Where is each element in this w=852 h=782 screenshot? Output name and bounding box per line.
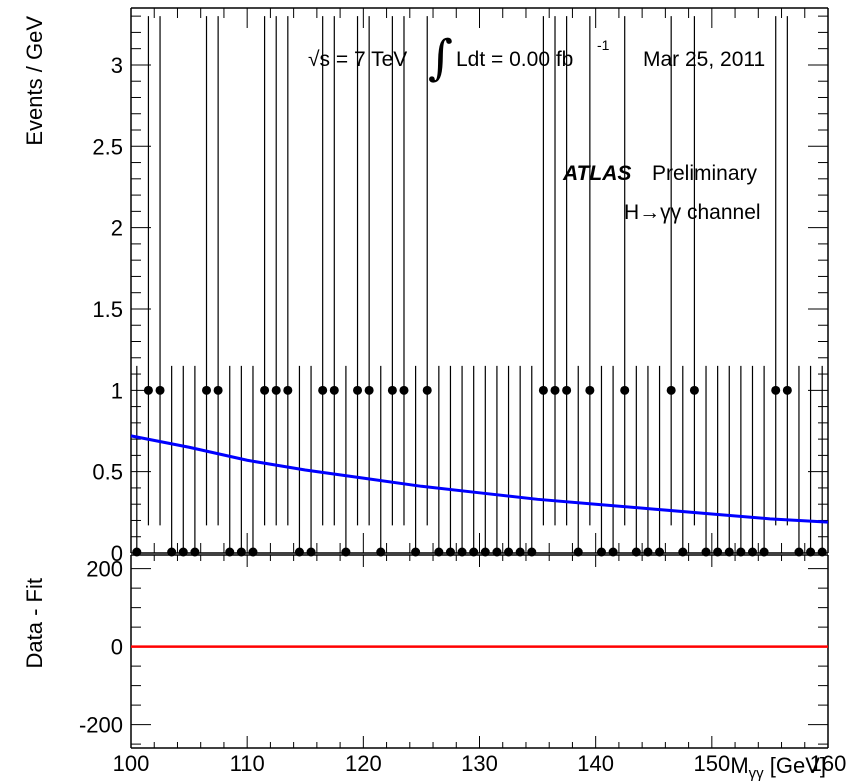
preliminary-label: Preliminary (652, 162, 758, 185)
main-y-tick-label: 0 (111, 541, 123, 566)
residual-y-axis-title: Data - Fit (22, 578, 47, 668)
main-y-tick-label: 1 (111, 378, 123, 403)
main-y-axis-title: Events / GeV (22, 16, 47, 146)
luminosity-exponent: -1 (597, 37, 610, 53)
residual-y-tick-label: 200 (86, 557, 123, 582)
data-point (353, 385, 363, 395)
x-tick-label: 100 (113, 751, 150, 776)
atlas-label: ATLAS (562, 162, 631, 185)
data-point (666, 385, 676, 395)
x-axis-title: Mγγ [GeV] (730, 753, 826, 782)
energy-label: √s = 7 TeV (308, 48, 407, 71)
data-point (562, 385, 572, 395)
data-point (585, 385, 595, 395)
data-point (143, 385, 153, 395)
main-y-tick-label: 3 (111, 53, 123, 78)
residual-x-ticks: 100 110 120 130 140 150 160 (113, 555, 847, 776)
data-point (782, 385, 792, 395)
x-tick-label: 140 (577, 751, 614, 776)
data-point (364, 385, 374, 395)
main-y-tick-label: 2 (111, 216, 123, 241)
x-axis-title-main: M (730, 753, 748, 778)
data-error-bars (136, 16, 823, 553)
x-tick-label: 160 (810, 751, 847, 776)
main-x-ticks (130, 8, 829, 553)
data-point (387, 385, 397, 395)
data-point (260, 385, 270, 395)
data-point (399, 385, 409, 395)
x-axis-title-subscript: γγ (749, 765, 765, 782)
luminosity-label: Ldt = 0.00 fb (456, 48, 573, 71)
data-point (283, 385, 293, 395)
date-label: Mar 25, 2011 (643, 48, 765, 71)
fit-curve (130, 434, 829, 524)
x-tick-label: 110 (230, 751, 265, 776)
data-point (202, 385, 212, 395)
residual-y-tick-label: 0 (111, 635, 123, 660)
main-y-tick-label: 0.5 (92, 460, 123, 485)
data-point (271, 385, 281, 395)
data-point (689, 385, 699, 395)
residual-panel: -200 0 200 100 110 120 130 140 150 160 (79, 554, 847, 776)
main-y-tick-label: 1.5 (92, 297, 123, 322)
residual-y-tick-label: -200 (79, 713, 123, 738)
main-y-tick-label: 2.5 (92, 134, 123, 159)
x-tick-label: 130 (461, 751, 498, 776)
data-point (538, 385, 548, 395)
data-point (422, 385, 432, 395)
integral-sign: ∫ (428, 30, 453, 86)
data-point (771, 385, 781, 395)
x-axis-title-unit: [GeV] (764, 753, 826, 778)
data-point (550, 385, 560, 395)
data-point (213, 385, 223, 395)
data-point (620, 385, 630, 395)
residual-y-ticks: -200 0 200 (79, 557, 828, 745)
data-point (155, 385, 165, 395)
x-tick-label: 150 (693, 751, 730, 776)
data-point (329, 385, 339, 395)
main-panel: 0 0.5 1 1.5 2 2.5 3 (92, 7, 829, 566)
x-tick-label: 120 (345, 751, 382, 776)
channel-label: H→γγ channel (624, 201, 761, 224)
data-point (318, 385, 328, 395)
